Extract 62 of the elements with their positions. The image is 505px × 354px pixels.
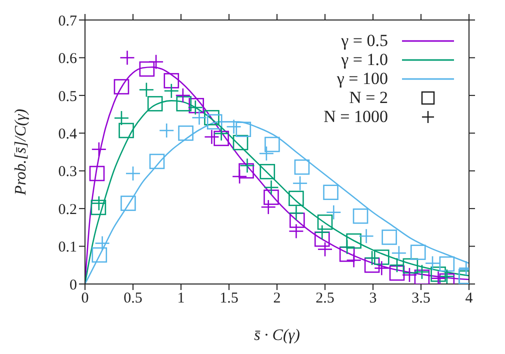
point [410, 244, 426, 260]
point [204, 110, 220, 126]
point [352, 208, 368, 224]
point [232, 134, 248, 150]
point [206, 114, 222, 130]
x-tick-label: 4 [465, 290, 474, 307]
x-tick-label: 1.5 [220, 290, 238, 307]
point [89, 166, 105, 182]
point [294, 159, 310, 175]
x-tick-label: 0 [81, 290, 89, 307]
y-tick-label: 0.6 [58, 51, 78, 68]
point [214, 130, 229, 146]
point [260, 164, 276, 180]
point [139, 61, 155, 77]
y-tick-label: 0.3 [58, 164, 77, 180]
point [118, 122, 134, 138]
point [382, 230, 397, 245]
x-tick-label: 0.5 [124, 290, 142, 307]
x-tick-label: 1 [177, 290, 185, 307]
x-tick-label: 2.5 [316, 290, 334, 307]
point [164, 73, 180, 88]
x-axis-title: s̄ · C(γ) [254, 327, 300, 344]
y-tick-label: 0.7 [58, 13, 78, 30]
point [414, 270, 430, 284]
point [236, 122, 252, 138]
point [346, 233, 362, 249]
point [389, 265, 405, 281]
point [238, 163, 254, 179]
point [264, 136, 280, 152]
x-tick-label: 3 [369, 290, 377, 307]
annotation: N = 1000 [324, 107, 388, 126]
point [317, 214, 333, 230]
point [288, 190, 304, 206]
legend-label: γ = 1.0 [341, 50, 388, 69]
point [323, 184, 338, 200]
point [176, 96, 192, 112]
point [114, 79, 130, 94]
x-tick-label: 3.5 [412, 290, 430, 307]
point [364, 257, 380, 273]
point [90, 200, 106, 216]
point [147, 96, 163, 112]
y-tick-label: 0.4 [58, 126, 78, 142]
point [264, 190, 279, 205]
y-tick-label: 0 [70, 277, 77, 294]
point [92, 247, 108, 263]
y-tick-label: 0.5 [58, 88, 77, 105]
y-tick-label: 0.2 [58, 202, 77, 218]
point [178, 125, 194, 141]
x-tick-label: 2 [273, 290, 281, 307]
y-tick-label: 0.1 [58, 240, 77, 256]
point [402, 258, 418, 274]
annotation: N = 2 [349, 88, 388, 107]
point [290, 212, 305, 228]
point [439, 256, 455, 272]
point [120, 196, 136, 211]
point [430, 266, 446, 282]
point [339, 246, 355, 262]
point [374, 250, 390, 265]
legend-label: γ = 100 [336, 69, 388, 88]
y-axis-title: Prob.[s̄]/C(γ) [12, 108, 30, 196]
legend-label: γ = 0.5 [341, 31, 388, 50]
point [149, 154, 165, 170]
